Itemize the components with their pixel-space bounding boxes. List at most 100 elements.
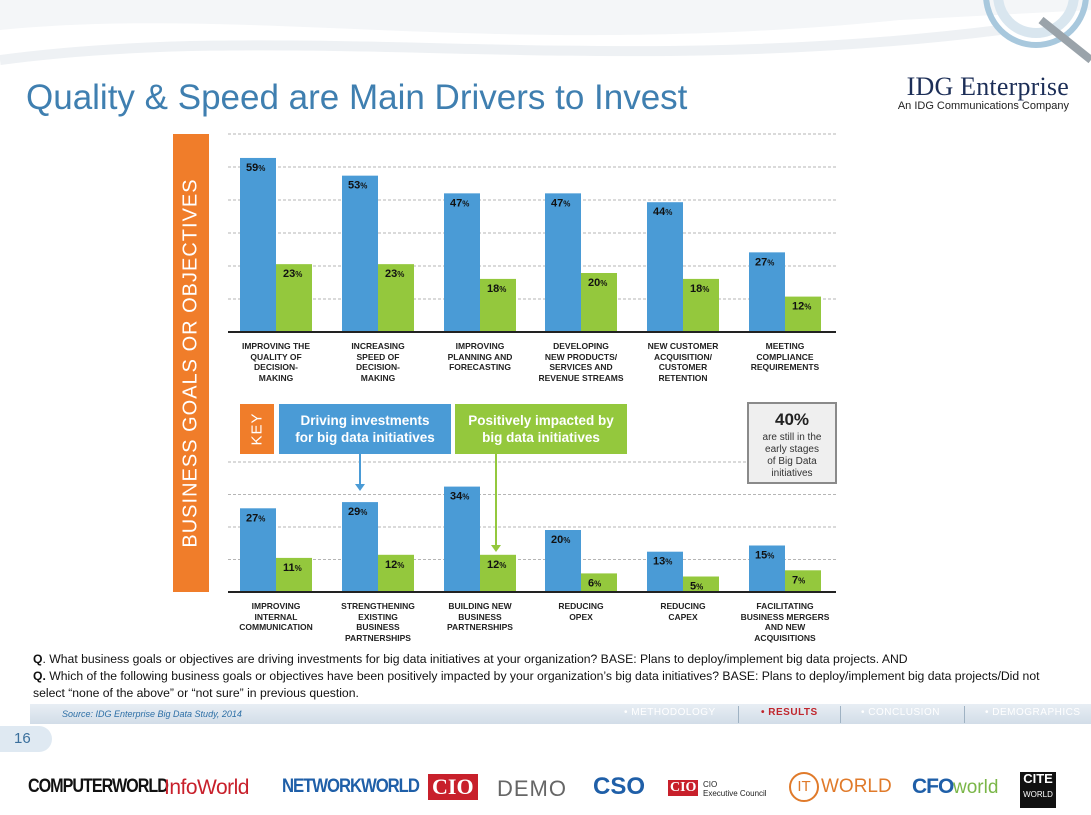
bar-impacted <box>581 573 617 592</box>
category-label-line: MEETING <box>765 341 805 351</box>
key-arrow-green-head <box>491 545 501 552</box>
page-title: Quality & Speed are Main Drivers to Inve… <box>26 78 688 117</box>
brand-cite-world: WORLD <box>1023 790 1053 799</box>
bar-impacted <box>378 554 414 592</box>
category-label: BUILDING NEW BUSINESS PARTNERSHIPS <box>434 601 526 633</box>
bar-driving <box>342 175 378 332</box>
data-label-impacted: 23% <box>283 268 302 280</box>
category-label-line: ACQUISITION/ <box>653 351 713 362</box>
nav-demographics[interactable]: • DEMOGRAPHICS <box>985 707 1081 718</box>
category-label-line: PARTNERSHIPS <box>345 632 411 643</box>
key-blue-line-2: for big data initiatives <box>295 430 435 445</box>
category-label-line: DECISION- <box>356 362 400 372</box>
stat-line-3: of Big Data <box>767 456 817 467</box>
category-label: REDUCING OPEX <box>535 601 627 622</box>
key-green-line-2: big data initiatives <box>482 430 600 445</box>
category-label-line: IMPROVING <box>455 341 505 351</box>
stat-value: 40% <box>774 410 810 429</box>
data-label-driving: 29% <box>348 506 367 518</box>
data-label-impacted: 20% <box>588 277 607 289</box>
brand-cio: CIO <box>428 774 478 800</box>
category-label-line: MAKING <box>360 372 396 383</box>
brand-networkworld: NETWORKWORLD <box>282 776 420 797</box>
brand-cio-council-name: CIO <box>703 780 718 789</box>
category-label-line: STRENGTHENING <box>341 601 415 611</box>
data-label-driving: 15% <box>755 550 774 562</box>
footer-nav-bar <box>30 704 1091 724</box>
nav-divider <box>738 706 739 723</box>
question-text: Q. What business goals or objectives are… <box>33 651 1063 702</box>
data-label-driving: 27% <box>755 256 774 268</box>
key-arrow-blue-head <box>355 484 365 491</box>
category-label: STRENGTHENING EXISTING BUSINESS PARTNERSHIP… <box>332 601 424 643</box>
brand-cio-council-text: CIO Executive Council <box>703 780 767 798</box>
q1-prefix: Q <box>33 652 43 666</box>
category-label-line: REDUCING <box>660 601 706 611</box>
bar-driving <box>749 545 785 592</box>
category-label-line: FACILITATING <box>756 601 814 611</box>
key-green-line-1: Positively impacted by <box>468 413 614 428</box>
key-blue-line-1: Driving investments <box>300 413 430 428</box>
brand-computerworld: COMPUTERWORLD <box>28 776 169 797</box>
category-label-line: BUILDING NEW <box>448 601 512 611</box>
category-label-line: PARTNERSHIPS <box>447 622 513 632</box>
bar-impacted <box>785 296 821 332</box>
category-label-line: REVENUE STREAMS <box>538 372 624 383</box>
brand-cio-council-sub: Executive Council <box>703 789 767 798</box>
nav-divider <box>964 706 965 723</box>
data-label-driving: 59% <box>246 162 265 174</box>
data-label-driving: 20% <box>551 534 570 546</box>
bar-driving <box>444 193 480 332</box>
category-label: IMPROVING INTERNAL COMMUNICATION <box>230 601 322 633</box>
category-label-line: DEVELOPING <box>553 341 609 351</box>
bar-impacted <box>683 576 719 592</box>
key-driving-investments: Driving investments for big data initiati… <box>279 404 451 454</box>
page-number-tab: 16 <box>0 726 52 752</box>
logo-main: IDG Enterprise <box>906 72 1069 101</box>
category-label-line: CUSTOMER <box>658 362 708 372</box>
q2-text: Which of the following business goals or… <box>33 669 1040 700</box>
q1-text: . What business goals or objectives are … <box>42 652 908 666</box>
data-label-driving: 13% <box>653 556 672 568</box>
data-label-impacted: 18% <box>487 283 506 295</box>
data-label-impacted: 12% <box>792 301 811 313</box>
bar-impacted <box>581 273 617 332</box>
category-label: INCREASING SPEED OF DECISION- MAKING <box>332 341 424 383</box>
q2-prefix: Q. <box>33 669 46 683</box>
bar-driving <box>749 252 785 332</box>
bar-impacted <box>785 570 821 592</box>
nav-conclusion[interactable]: • CONCLUSION <box>861 707 940 718</box>
nav-divider <box>840 706 841 723</box>
category-label-line: COMPLIANCE <box>756 351 814 362</box>
nav-results[interactable]: • RESULTS <box>761 707 818 718</box>
source-note: Source: IDG Enterprise Big Data Study, 2… <box>62 709 242 719</box>
category-label-line: CAPEX <box>668 611 698 622</box>
data-label-driving: 27% <box>246 512 265 524</box>
category-label-line: AND NEW <box>764 622 806 632</box>
logo-sub: An IDG Communications Company <box>897 100 1069 112</box>
bar-driving <box>240 508 276 592</box>
category-label-line: REDUCING <box>558 601 604 611</box>
brand-itworld-it: IT <box>789 772 819 802</box>
category-label: NEW CUSTOMER ACQUISITION/CUSTOMER RETENTIO… <box>637 341 729 383</box>
bar-driving <box>240 157 276 332</box>
data-label-impacted: 5% <box>690 581 703 593</box>
bar-impacted <box>276 557 312 592</box>
data-label-impacted: 23% <box>385 268 404 280</box>
category-label-line: NEW PRODUCTS/ <box>544 351 618 362</box>
bar-impacted <box>276 264 312 332</box>
nav-methodology[interactable]: • METHODOLOGY <box>624 707 716 718</box>
category-label-line: SPEED OF <box>356 351 400 362</box>
brand-demo: DEMO <box>497 776 567 801</box>
page-number: 16 <box>14 730 31 747</box>
magnifier-graphic <box>983 0 1091 64</box>
key-tag-label: KEY <box>248 412 266 446</box>
stat-line-2: early stages <box>765 444 819 455</box>
category-label-line: INTERNAL <box>254 611 298 622</box>
key-positively-impacted: Positively impacted by big data initiativ… <box>455 404 627 454</box>
category-label-line: REQUIREMENTS <box>750 362 820 372</box>
data-label-impacted: 7% <box>792 574 805 586</box>
brand-cso: CSO <box>593 773 646 800</box>
category-label-line: NEW CUSTOMER <box>647 341 719 351</box>
